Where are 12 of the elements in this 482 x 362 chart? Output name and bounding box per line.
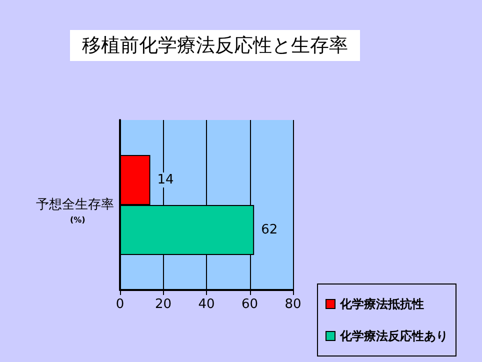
chart-title: 移植前化学療法反応性と生存率 — [82, 34, 348, 56]
x-tick-label: 40 — [198, 297, 215, 312]
x-tick-label: 20 — [154, 297, 172, 312]
legend-label: 化学療法抵抗性 — [339, 297, 424, 311]
text: (%) — [70, 216, 86, 224]
legend-label: 化学療法反応性あり — [339, 329, 448, 343]
data-label: 14 — [157, 172, 174, 188]
y-tick-label: 予想全生存率 — [36, 196, 114, 212]
x-tick-label: 0 — [116, 297, 124, 312]
data-label: 62 — [261, 222, 278, 238]
x-tick-label: 60 — [241, 297, 258, 312]
x-tick-label: 80 — [284, 297, 302, 312]
